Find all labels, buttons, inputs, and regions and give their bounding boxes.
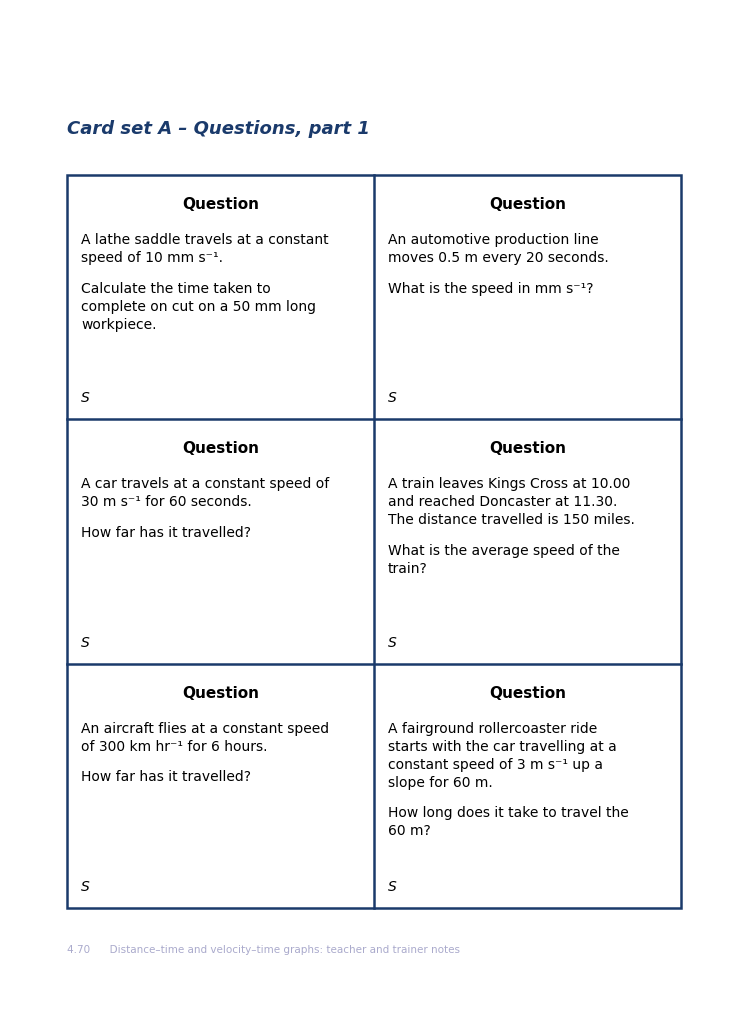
Text: workpiece.: workpiece. — [81, 317, 156, 332]
Text: train?: train? — [388, 562, 428, 575]
Text: S: S — [388, 880, 396, 894]
Text: Question: Question — [182, 441, 259, 457]
Text: What is the average speed of the: What is the average speed of the — [388, 544, 620, 558]
Text: A train leaves Kings Cross at 10.00: A train leaves Kings Cross at 10.00 — [388, 477, 631, 492]
Text: constant speed of 3 m s⁻¹ up a: constant speed of 3 m s⁻¹ up a — [388, 758, 603, 772]
Text: An automotive production line: An automotive production line — [388, 233, 598, 247]
Text: 60 m?: 60 m? — [388, 824, 431, 839]
Text: How long does it take to travel the: How long does it take to travel the — [388, 806, 629, 820]
Text: Question: Question — [182, 197, 259, 212]
Text: of 300 km hr⁻¹ for 6 hours.: of 300 km hr⁻¹ for 6 hours. — [81, 739, 268, 754]
Text: A lathe saddle travels at a constant: A lathe saddle travels at a constant — [81, 233, 328, 247]
Text: S: S — [388, 391, 396, 406]
Text: 4.70      Distance–time and velocity–time graphs: teacher and trainer notes: 4.70 Distance–time and velocity–time gra… — [67, 945, 460, 955]
Text: slope for 60 m.: slope for 60 m. — [388, 775, 493, 790]
Text: An aircraft flies at a constant speed: An aircraft flies at a constant speed — [81, 722, 329, 735]
Text: The distance travelled is 150 miles.: The distance travelled is 150 miles. — [388, 513, 635, 527]
Text: S: S — [81, 880, 90, 894]
Text: moves 0.5 m every 20 seconds.: moves 0.5 m every 20 seconds. — [388, 251, 609, 265]
Text: How far has it travelled?: How far has it travelled? — [81, 526, 251, 540]
Text: Question: Question — [489, 197, 566, 212]
Text: What is the speed in mm s⁻¹?: What is the speed in mm s⁻¹? — [388, 282, 593, 296]
Text: Card set A – Questions, part 1: Card set A – Questions, part 1 — [67, 120, 370, 138]
Text: S: S — [388, 636, 396, 649]
Text: 30 m s⁻¹ for 60 seconds.: 30 m s⁻¹ for 60 seconds. — [81, 496, 252, 509]
Text: Question: Question — [489, 441, 566, 457]
Text: Calculate the time taken to: Calculate the time taken to — [81, 282, 271, 296]
Bar — [67, 175, 681, 908]
Text: A car travels at a constant speed of: A car travels at a constant speed of — [81, 477, 329, 492]
Text: S: S — [81, 636, 90, 649]
Text: A fairground rollercoaster ride: A fairground rollercoaster ride — [388, 722, 597, 735]
Text: speed of 10 mm s⁻¹.: speed of 10 mm s⁻¹. — [81, 251, 223, 265]
Text: and reached Doncaster at 11.30.: and reached Doncaster at 11.30. — [388, 496, 617, 509]
Text: Question: Question — [182, 686, 259, 700]
Text: starts with the car travelling at a: starts with the car travelling at a — [388, 739, 617, 754]
Text: S: S — [81, 391, 90, 406]
Text: Question: Question — [489, 686, 566, 700]
Text: complete on cut on a 50 mm long: complete on cut on a 50 mm long — [81, 300, 316, 313]
Text: How far has it travelled?: How far has it travelled? — [81, 770, 251, 784]
